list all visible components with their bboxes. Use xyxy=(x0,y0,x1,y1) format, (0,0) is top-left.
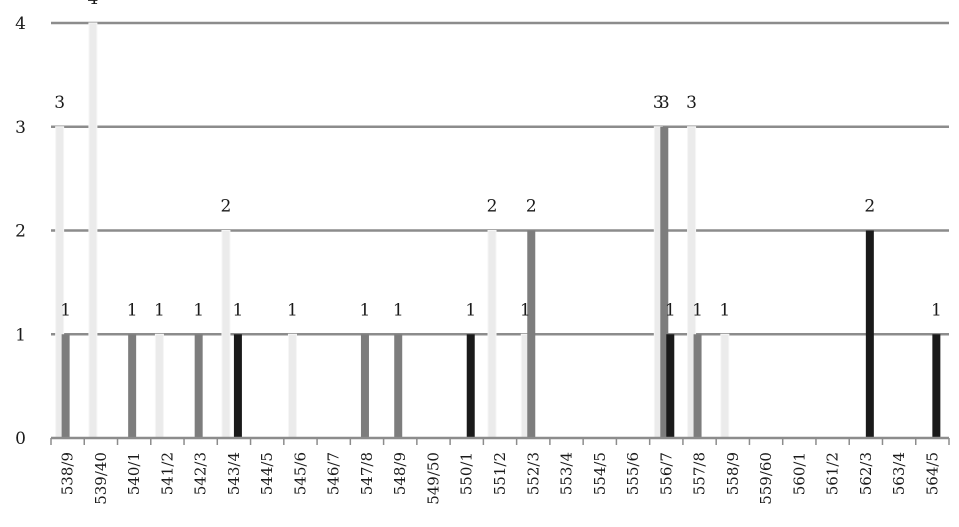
bar xyxy=(865,230,874,438)
bar xyxy=(720,333,730,439)
x-tick-label: 553/4 xyxy=(558,452,576,495)
bar xyxy=(932,334,941,438)
x-tick-label: 558/9 xyxy=(724,452,742,495)
x-tick-label: 539/40 xyxy=(92,452,110,505)
x-tick-label: 564/5 xyxy=(923,452,941,495)
y-tick-label: 2 xyxy=(15,222,26,242)
x-tick-label: 554/5 xyxy=(591,452,609,495)
y-tick-label: 0 xyxy=(15,429,26,449)
x-tick-label: 556/7 xyxy=(657,452,675,495)
bar xyxy=(660,126,669,438)
x-axis-tick-labels: 538/9 539/40 540/1 541/2 542/3 543/4 544/5 545/… xyxy=(59,452,942,505)
x-tick-label: 555/6 xyxy=(624,452,642,495)
data-label: 1 xyxy=(465,300,476,320)
bar xyxy=(693,334,702,438)
data-label: 2 xyxy=(864,197,875,217)
data-label: 1 xyxy=(665,300,676,320)
bar xyxy=(61,334,70,438)
data-label: 3 xyxy=(659,93,670,113)
x-tick-label: 550/1 xyxy=(458,452,476,495)
x-tick-label: 549/50 xyxy=(424,452,442,505)
data-label: 1 xyxy=(233,300,244,320)
x-tick-label: 547/8 xyxy=(358,452,376,495)
bars xyxy=(55,22,941,439)
data-label: 1 xyxy=(127,300,138,320)
x-tick-label: 552/3 xyxy=(524,452,542,495)
x-tick-label: 545/6 xyxy=(291,452,309,495)
x-tick-label: 559/60 xyxy=(757,452,775,505)
bar xyxy=(154,333,164,439)
data-label: 2 xyxy=(221,197,232,217)
x-tick-label: 541/2 xyxy=(158,452,176,495)
data-label: 1 xyxy=(193,300,204,320)
bar xyxy=(221,230,231,439)
x-tick-label: 540/1 xyxy=(125,452,143,495)
bar xyxy=(360,334,369,438)
bar xyxy=(88,22,98,439)
x-tick-label: 561/2 xyxy=(824,452,842,495)
bar xyxy=(666,334,675,438)
data-label: 2 xyxy=(487,197,498,217)
data-label: 3 xyxy=(653,93,664,113)
x-tick-label: 544/5 xyxy=(258,452,276,495)
x-tick-label: 542/3 xyxy=(192,452,210,495)
data-label: 1 xyxy=(360,300,371,320)
gridlines xyxy=(51,21,949,336)
data-label: 1 xyxy=(692,300,703,320)
y-tick-label: 3 xyxy=(15,118,26,138)
x-tick-label: 551/2 xyxy=(491,452,509,495)
data-label: 1 xyxy=(520,300,531,320)
bar xyxy=(233,334,242,438)
y-tick-label: 1 xyxy=(15,325,26,345)
data-label: 2 xyxy=(526,197,537,217)
x-tick-label: 538/9 xyxy=(59,452,77,495)
data-label: 1 xyxy=(287,300,298,320)
bar xyxy=(527,230,536,438)
x-tick-label: 563/4 xyxy=(890,452,908,495)
x-tick-label: 562/3 xyxy=(857,452,875,495)
data-label: 4 xyxy=(87,0,98,9)
data-label: 3 xyxy=(54,93,65,113)
bar xyxy=(128,334,137,438)
x-tick-label: 546/7 xyxy=(325,452,343,495)
data-label: 1 xyxy=(154,300,165,320)
x-axis xyxy=(50,436,950,445)
data-label: 1 xyxy=(931,300,942,320)
data-label: 1 xyxy=(60,300,71,320)
x-tick-label: 557/8 xyxy=(691,452,709,495)
bar xyxy=(194,334,203,438)
bar xyxy=(487,230,497,439)
y-tick-label: 4 xyxy=(15,14,26,34)
data-labels: 34121213311111123111121 xyxy=(54,0,942,320)
x-tick-label: 543/4 xyxy=(225,452,243,495)
x-tick-label: 560/1 xyxy=(790,452,808,495)
bar xyxy=(466,334,475,438)
y-axis-tick-labels: 0 1 2 3 4 xyxy=(15,14,26,449)
bar xyxy=(394,334,403,438)
x-tick-label: 548/9 xyxy=(391,452,409,495)
data-label: 1 xyxy=(393,300,404,320)
data-label: 3 xyxy=(686,93,697,113)
bar xyxy=(287,333,297,439)
data-label: 1 xyxy=(719,300,730,320)
